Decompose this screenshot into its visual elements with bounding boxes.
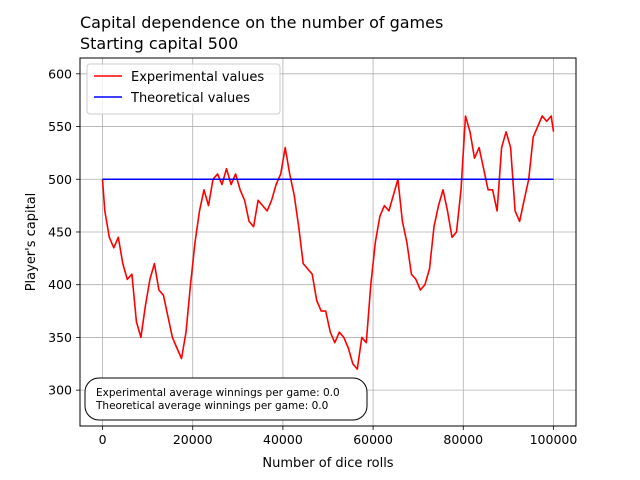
legend-label-theoretical: Theoretical values (130, 91, 250, 106)
stats-annotation: Experimental average winnings per game: … (84, 377, 368, 421)
stats-box (84, 377, 368, 421)
y-tick-label: 350 (48, 330, 72, 345)
plot-frame (79, 57, 577, 427)
x-tick-label: 40000 (263, 432, 303, 447)
stats-theoretical: Theoretical average winnings per game: 0… (95, 400, 328, 412)
legend: Experimental values Theoretical values (86, 63, 281, 115)
legend-label-experimental: Experimental values (131, 70, 264, 85)
x-tick-label: 100000 (530, 432, 578, 447)
y-tick-label: 450 (48, 224, 72, 239)
x-axis-label: Number of dice rolls (262, 456, 393, 471)
chart-subtitle: Starting capital 500 (80, 34, 238, 53)
y-tick-label: 500 (48, 172, 72, 187)
plot-lines (101, 115, 555, 370)
y-tick-label: 600 (48, 66, 72, 81)
legend-box (86, 63, 281, 115)
y-tick-label: 300 (48, 383, 72, 398)
y-tick-label: 550 (48, 119, 72, 134)
chart-title: Capital dependence on the number of game… (80, 13, 443, 32)
x-tick-label: 80000 (443, 432, 483, 447)
stats-experimental: Experimental average winnings per game: … (96, 387, 340, 399)
ticks: 0 20000 40000 60000 80000 100000 300 350 400 450 5… (48, 66, 577, 447)
x-tick-label: 20000 (173, 432, 213, 447)
series-line-experimental (101, 115, 555, 370)
y-tick-label: 400 (48, 277, 72, 292)
x-tick-label: 0 (99, 432, 107, 447)
x-tick-label: 60000 (353, 432, 393, 447)
y-axis-label: Player's capital (24, 193, 39, 292)
